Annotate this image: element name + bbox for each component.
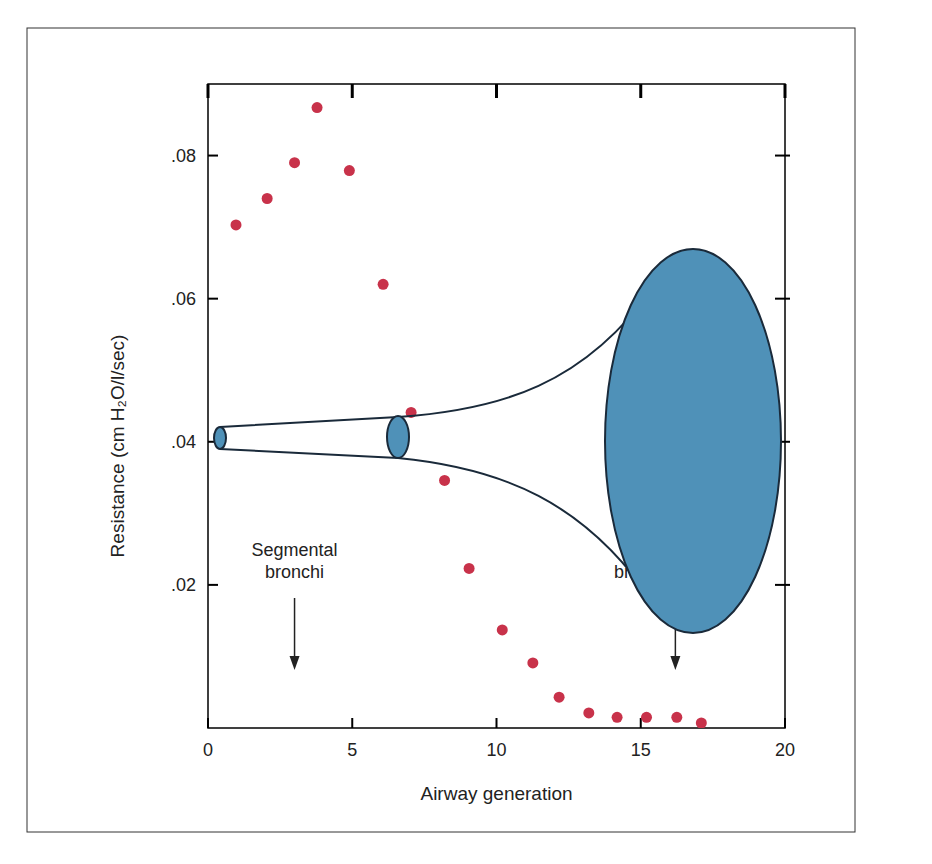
x-tick-top [351,84,354,98]
annotation-arrow [294,598,296,662]
y-tick [208,298,218,300]
y-tick-right [775,155,790,157]
funnel-edge [220,285,655,427]
x-tick [351,718,353,728]
y-tick-label: .04 [171,432,196,452]
point [464,563,475,574]
funnel-ellipse [605,249,781,633]
point [344,165,355,176]
plot-frame [208,84,785,728]
point [612,712,623,723]
y-tick-label: .02 [171,575,196,595]
x-tick-label: 5 [347,740,357,760]
x-tick-top [495,84,498,98]
y-tick-right [775,298,790,300]
x-tick [207,718,209,728]
annotation-text: Segmental [252,540,338,560]
x-tick [640,718,642,728]
y-tick-right [775,584,790,586]
y-tick [208,155,218,157]
funnel-ellipse [214,427,226,449]
funnel-edge [220,449,655,605]
y-axis-title: Resistance (cm H₂O/l/sec) [107,335,128,558]
point [378,279,389,290]
point [641,712,652,723]
point [671,712,682,723]
x-tick-top [207,84,210,98]
y-tick-label: .06 [171,289,196,309]
point [583,707,594,718]
funnel-ellipse [387,416,409,458]
annotation-arrowhead [290,656,300,670]
x-axis-title: Airway generation [420,783,572,804]
airway-funnel [214,249,781,633]
point [312,102,323,113]
point [554,692,565,703]
point [262,193,273,204]
x-tick-top [784,84,787,98]
x-tick [496,718,498,728]
x-tick-label: 20 [775,740,795,760]
chart: 0 5 10 15 20 .02 .04 .06 .08 Airway generation Res… [0,0,932,864]
y-tick-label: .08 [171,146,196,166]
point [289,157,300,168]
point [527,657,538,668]
point [439,475,450,486]
x-tick-top [639,84,642,98]
y-tick [208,584,218,586]
point [696,717,707,728]
point [230,219,241,230]
x-tick-label: 10 [486,740,506,760]
point [497,624,508,635]
x-tick [784,718,786,728]
x-tick-label: 15 [631,740,651,760]
x-tick-label: 0 [203,740,213,760]
annotation-text: bronchi [265,562,324,582]
outer-frame [27,28,855,832]
annotation-arrowhead [670,656,680,670]
